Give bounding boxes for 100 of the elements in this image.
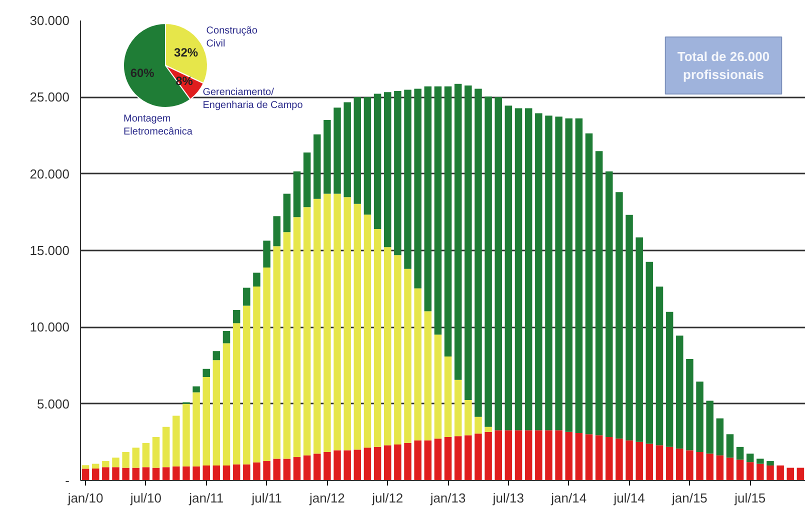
bar xyxy=(334,108,341,194)
bar xyxy=(263,461,270,480)
bar xyxy=(202,465,210,480)
bar xyxy=(92,464,100,469)
bar xyxy=(172,466,180,480)
bar xyxy=(334,194,341,450)
bar xyxy=(293,457,301,480)
bar xyxy=(464,86,472,400)
bar xyxy=(686,359,694,450)
bar xyxy=(283,194,291,232)
bar xyxy=(494,430,502,480)
bar xyxy=(676,336,684,449)
bar xyxy=(514,108,522,430)
bar xyxy=(324,452,331,480)
bar xyxy=(434,334,442,439)
bar xyxy=(142,467,150,480)
bar xyxy=(222,331,230,344)
bar xyxy=(394,444,402,480)
bar xyxy=(172,416,180,466)
bar xyxy=(253,286,260,462)
y-tick-label: 25.000 xyxy=(30,90,70,105)
bar xyxy=(464,400,472,436)
bar xyxy=(484,96,492,427)
bar xyxy=(616,192,623,439)
bar xyxy=(324,194,331,452)
x-tick-label: jul/15 xyxy=(734,490,766,506)
bar xyxy=(273,246,280,459)
bar xyxy=(293,217,301,458)
bar xyxy=(524,430,532,480)
bar xyxy=(303,455,311,480)
slice-label: Construção Civil xyxy=(206,25,258,50)
bar xyxy=(575,118,583,433)
bar xyxy=(92,468,100,480)
bar xyxy=(192,392,200,466)
bar xyxy=(102,461,110,468)
bar xyxy=(424,86,432,312)
bar xyxy=(545,430,552,480)
bar xyxy=(524,108,532,430)
bar xyxy=(243,306,250,464)
bar xyxy=(243,288,250,306)
bar xyxy=(646,444,654,480)
bar xyxy=(303,152,311,208)
bar xyxy=(696,382,704,452)
bar xyxy=(656,445,664,480)
bar xyxy=(716,455,724,480)
bar xyxy=(626,214,633,440)
bar xyxy=(756,464,764,480)
bar xyxy=(464,435,472,480)
bar xyxy=(726,434,734,458)
bar xyxy=(273,458,280,480)
x-tick-label: jan/10 xyxy=(66,490,104,506)
x-tick-label: jan/15 xyxy=(670,490,708,506)
bar xyxy=(82,465,90,469)
bar xyxy=(606,171,613,437)
bar xyxy=(454,84,462,380)
bar xyxy=(686,450,694,480)
bar xyxy=(232,310,240,324)
bar xyxy=(706,400,714,454)
bar xyxy=(504,106,512,430)
bar xyxy=(364,97,372,215)
bar xyxy=(514,430,522,480)
slice-label: Gerenciamento/ Engenharia de Campo xyxy=(202,86,304,112)
bar xyxy=(726,458,734,480)
bar xyxy=(232,323,240,464)
x-tick-label: jul/12 xyxy=(371,490,404,506)
bar xyxy=(484,432,492,480)
bar xyxy=(243,464,250,480)
bar xyxy=(182,404,190,466)
bar xyxy=(545,116,552,430)
bar xyxy=(736,446,744,460)
bar xyxy=(384,92,392,248)
bar xyxy=(273,216,280,246)
bar xyxy=(746,462,754,480)
bar xyxy=(646,262,654,444)
y-tick-label: 15.000 xyxy=(30,243,70,258)
bar xyxy=(414,440,422,480)
bar xyxy=(283,232,291,459)
bar xyxy=(192,386,200,392)
bar xyxy=(474,416,482,434)
bar xyxy=(384,247,392,446)
bar xyxy=(595,435,603,480)
bar xyxy=(414,88,422,288)
bar xyxy=(424,440,432,480)
bar xyxy=(444,356,452,437)
bar xyxy=(394,255,402,444)
x-tick-label: jul/11 xyxy=(250,490,282,506)
bar xyxy=(565,118,572,432)
bar xyxy=(746,454,754,462)
bar xyxy=(676,448,684,480)
y-tick-label: 30.000 xyxy=(30,13,70,28)
bar xyxy=(263,268,270,462)
bar xyxy=(706,454,714,480)
bar xyxy=(354,204,362,450)
bar xyxy=(334,450,341,480)
bar xyxy=(494,97,502,430)
bar xyxy=(152,468,160,480)
bar xyxy=(575,432,583,480)
bar xyxy=(374,446,382,480)
bar xyxy=(384,445,392,480)
x-tick-label: jan/12 xyxy=(308,490,345,506)
